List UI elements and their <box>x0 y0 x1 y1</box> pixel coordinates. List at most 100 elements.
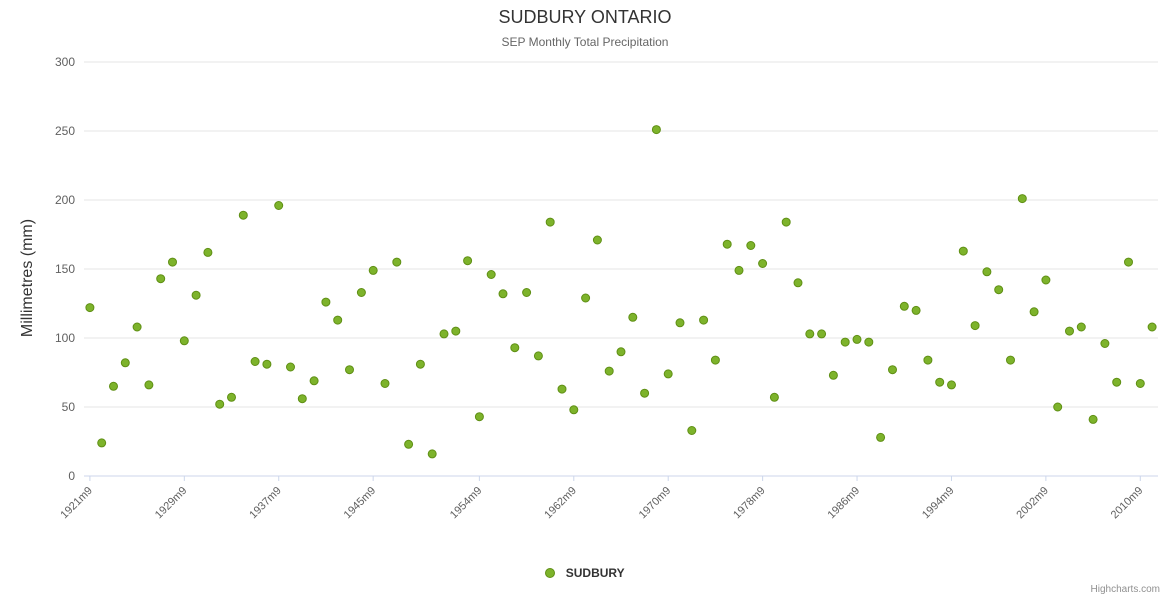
data-point[interactable]: SUDBURY 1970m9: 74 <box>663 369 673 379</box>
data-point[interactable]: SUDBURY 1972m9: 33 <box>687 426 697 435</box>
data-point[interactable]: SUDBURY 1976m9: 149 <box>734 265 744 275</box>
data-point[interactable]: SUDBURY 2011m9: 108 <box>1147 322 1157 332</box>
data-point[interactable]: SUDBURY 1962m9: 48 <box>569 405 579 415</box>
data-point[interactable]: SUDBURY 1987m9: 97 <box>864 337 874 347</box>
data-point[interactable]: SUDBURY 1924m9: 82 <box>120 358 130 368</box>
data-point[interactable]: SUDBURY 1992m9: 84 <box>923 355 933 365</box>
data-point[interactable]: SUDBURY 1960m9: 184 <box>545 217 555 227</box>
data-point[interactable]: SUDBURY 1961m9: 63 <box>557 384 567 394</box>
data-point[interactable]: SUDBURY 1968m9: 60 <box>640 388 650 398</box>
data-point[interactable]: SUDBURY 1953m9: 156 <box>463 256 473 266</box>
data-point[interactable]: SUDBURY 1999m9: 84 <box>1006 355 1015 365</box>
data-point[interactable]: SUDBURY 1991m9: 120 <box>911 305 921 315</box>
data-point[interactable]: SUDBURY 1927m9: 143 <box>156 274 166 284</box>
data-point[interactable]: SUDBURY 1952m9: 105 <box>451 326 461 336</box>
data-point[interactable]: SUDBURY 1922m9: 24 <box>97 438 107 448</box>
data-point[interactable]: SUDBURY 1939m9: 56 <box>297 394 307 404</box>
data-point[interactable]: SUDBURY 1975m9: 168 <box>722 239 732 249</box>
legend[interactable]: SUDBURY <box>0 564 1170 582</box>
data-point[interactable]: SUDBURY 1946m9: 67 <box>380 379 390 388</box>
data-point[interactable]: SUDBURY 1985m9: 97 <box>840 337 850 347</box>
data-point[interactable]: SUDBURY 1997m9: 148 <box>982 267 992 277</box>
data-point[interactable]: SUDBURY 1981m9: 140 <box>793 278 803 288</box>
data-point[interactable]: SUDBURY 1993m9: 68 <box>935 377 945 387</box>
data-point[interactable]: SUDBURY 1969m9: 251 <box>651 125 661 135</box>
data-point[interactable]: SUDBURY 1965m9: 76 <box>604 366 614 376</box>
data-point[interactable]: SUDBURY 1921m9: 122 <box>85 303 95 313</box>
data-point[interactable]: SUDBURY 1943m9: 77 <box>345 365 354 375</box>
data-point[interactable]: SUDBURY 1932m9: 52 <box>215 399 225 409</box>
data-point[interactable]: SUDBURY 1967m9: 115 <box>628 312 638 322</box>
data-point[interactable]: SUDBURY 1929m9: 98 <box>179 336 189 346</box>
data-point[interactable]: SUDBURY 1954m9: 43 <box>474 412 484 422</box>
data-point[interactable]: SUDBURY 2002m9: 142 <box>1041 275 1051 285</box>
data-point[interactable]: SUDBURY 1980m9: 184 <box>781 217 791 227</box>
data-point[interactable]: SUDBURY 1951m9: 103 <box>439 329 449 339</box>
data-point[interactable]: SUDBURY 1928m9: 155 <box>168 257 177 267</box>
data-point[interactable]: SUDBURY 1940m9: 69 <box>309 376 319 386</box>
data-point[interactable]: SUDBURY 1956m9: 132 <box>498 289 508 299</box>
data-point[interactable]: SUDBURY 1936m9: 81 <box>262 359 272 369</box>
data-point[interactable]: SUDBURY 1933m9: 57 <box>227 392 236 402</box>
data-point[interactable]: SUDBURY 1942m9: 113 <box>333 315 343 325</box>
data-point[interactable]: SUDBURY 1925m9: 108 <box>132 322 142 332</box>
chart-subtitle: SEP Monthly Total Precipitation <box>501 35 669 49</box>
data-point[interactable]: SUDBURY 1948m9: 23 <box>404 439 414 449</box>
y-tick-label: 100 <box>55 331 75 345</box>
data-point[interactable]: SUDBURY 1938m9: 79 <box>286 362 295 372</box>
data-point[interactable]: SUDBURY 1974m9: 84 <box>710 355 720 365</box>
x-tick-label: 1954m9 <box>448 485 485 522</box>
data-point[interactable]: SUDBURY 2006m9: 41 <box>1088 414 1098 424</box>
data-point[interactable]: SUDBURY 1926m9: 66 <box>144 380 154 390</box>
y-tick-label: 150 <box>55 262 75 276</box>
data-point[interactable]: SUDBURY 2004m9: 105 <box>1065 326 1074 336</box>
data-point[interactable]: SUDBURY 2007m9: 96 <box>1100 339 1110 348</box>
data-point[interactable]: SUDBURY 1971m9: 111 <box>675 318 685 328</box>
data-point[interactable]: SUDBURY 1955m9: 146 <box>486 270 496 279</box>
data-point[interactable]: SUDBURY 1934m9: 189 <box>238 210 248 220</box>
data-point[interactable]: SUDBURY 2000m9: 201 <box>1017 194 1027 204</box>
data-point[interactable]: SUDBURY 1986m9: 99 <box>852 334 862 344</box>
data-point[interactable]: SUDBURY 1977m9: 167 <box>746 241 756 250</box>
data-point[interactable]: SUDBURY 1978m9: 154 <box>758 259 768 268</box>
data-point[interactable]: SUDBURY 1963m9: 129 <box>581 293 591 303</box>
data-point[interactable]: SUDBURY 1937m9: 196 <box>274 201 284 210</box>
data-point[interactable]: SUDBURY 1983m9: 103 <box>817 329 827 339</box>
data-point[interactable]: SUDBURY 1949m9: 81 <box>415 359 425 369</box>
data-point[interactable]: SUDBURY 2009m9: 155 <box>1124 257 1133 267</box>
data-point[interactable]: SUDBURY 1930m9: 131 <box>191 290 201 300</box>
data-point[interactable]: SUDBURY 1959m9: 87 <box>533 351 543 361</box>
data-point[interactable]: SUDBURY 1935m9: 83 <box>250 357 260 366</box>
data-point[interactable]: SUDBURY 1947m9: 155 <box>392 257 402 267</box>
data-point[interactable]: SUDBURY 1998m9: 135 <box>994 285 1004 295</box>
x-tick-label: 1937m9 <box>247 485 284 522</box>
data-point[interactable]: SUDBURY 2001m9: 119 <box>1029 307 1039 317</box>
data-point[interactable]: SUDBURY 1931m9: 162 <box>203 247 213 257</box>
data-point[interactable]: SUDBURY 1966m9: 90 <box>616 347 626 357</box>
data-point[interactable]: SUDBURY 2008m9: 68 <box>1112 377 1122 387</box>
data-point[interactable]: SUDBURY 1964m9: 171 <box>592 235 602 245</box>
y-tick-label: 50 <box>62 400 76 414</box>
data-point[interactable]: SUDBURY 1945m9: 149 <box>368 265 378 275</box>
x-tick-label: 2010m9 <box>1109 485 1146 522</box>
data-point[interactable]: SUDBURY 1957m9: 93 <box>510 343 520 353</box>
data-point[interactable]: SUDBURY 1950m9: 16 <box>427 449 437 459</box>
data-point[interactable]: SUDBURY 1979m9: 57 <box>769 392 779 402</box>
data-point[interactable]: SUDBURY 1994m9: 66 <box>947 380 956 390</box>
data-point[interactable]: SUDBURY 1982m9: 103 <box>805 329 815 339</box>
data-point[interactable]: SUDBURY 2005m9: 108 <box>1076 322 1086 332</box>
data-point[interactable]: SUDBURY 1984m9: 73 <box>828 370 838 380</box>
data-point[interactable]: SUDBURY 2003m9: 50 <box>1053 402 1063 412</box>
data-point[interactable]: SUDBURY 1944m9: 133 <box>356 288 366 297</box>
data-point[interactable]: SUDBURY 1988m9: 28 <box>876 432 886 442</box>
data-point[interactable]: SUDBURY 1923m9: 65 <box>109 381 118 391</box>
data-point[interactable]: SUDBURY 1958m9: 133 <box>522 288 532 297</box>
highcharts-credit[interactable]: Highcharts.com <box>1090 584 1160 595</box>
data-point[interactable]: SUDBURY 1996m9: 109 <box>970 321 980 331</box>
data-point[interactable]: SUDBURY 2010m9: 67 <box>1135 379 1145 388</box>
data-point[interactable]: SUDBURY 1995m9: 163 <box>958 246 968 256</box>
data-point[interactable]: SUDBURY 1973m9: 113 <box>699 315 709 325</box>
data-point[interactable]: SUDBURY 1990m9: 123 <box>899 301 909 311</box>
data-point[interactable]: SUDBURY 1941m9: 126 <box>321 297 331 307</box>
data-point[interactable]: SUDBURY 1989m9: 77 <box>888 365 897 375</box>
